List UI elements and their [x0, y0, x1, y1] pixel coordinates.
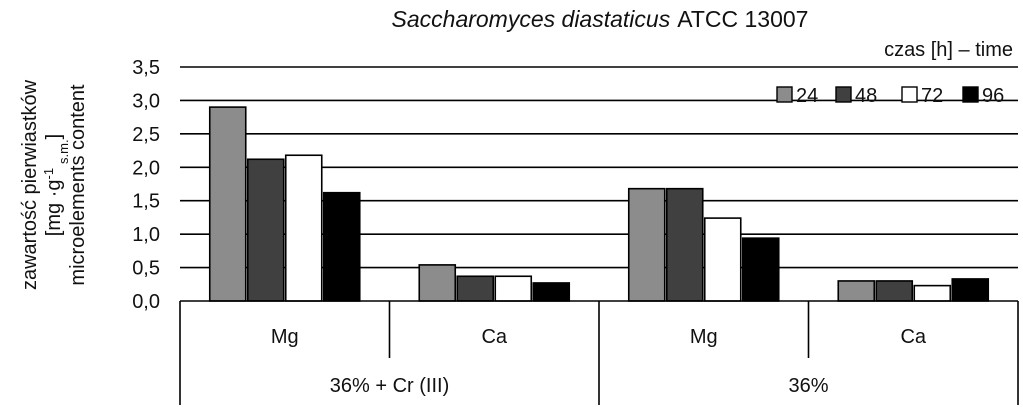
- x-tick-label: Ca: [900, 326, 926, 348]
- legend-swatch: [835, 86, 852, 103]
- bar: [418, 264, 457, 302]
- legend-label: 24: [796, 85, 818, 107]
- y-axis-unit-exp: -1: [41, 168, 56, 180]
- legend-swatch: [962, 86, 979, 103]
- bars: [208, 106, 990, 302]
- y-tick-label: 0,0: [132, 291, 160, 313]
- y-tick-label: 2,0: [132, 157, 160, 179]
- y-axis-unit-main: [mg ·g: [43, 180, 65, 237]
- y-tick-label: 1,0: [132, 224, 160, 246]
- bar: [741, 237, 780, 302]
- x-tick-label: Mg: [690, 326, 718, 348]
- bar: [208, 106, 247, 302]
- y-tick-label: 3,0: [132, 90, 160, 112]
- legend-label: 96: [982, 85, 1004, 107]
- bar: [532, 282, 571, 302]
- y-axis-label: zawartość pierwiastków [mg ·g-1s.m.] mic…: [19, 79, 89, 290]
- chart-title: Saccharomyces diastaticus ATCC 13007: [392, 6, 809, 32]
- legend-label: 72: [921, 85, 943, 107]
- bar: [494, 275, 533, 302]
- bar: [665, 187, 704, 302]
- bar: [951, 278, 990, 302]
- bar: [913, 284, 952, 302]
- bar: [875, 280, 914, 302]
- y-axis-label-line2: [mg ·g-1s.m.]: [41, 134, 71, 236]
- bar: [837, 280, 876, 302]
- bar: [703, 217, 742, 302]
- chart-title-strain: ATCC 13007: [677, 6, 808, 32]
- bar: [284, 154, 323, 302]
- axes: 0,0 0,5 1,0 1,5 2,0 2,5 3,0 3,5 Mg Ca Mg Ca 36% + Cr…: [132, 57, 1019, 405]
- legend-label: 48: [855, 85, 877, 107]
- bar: [456, 275, 495, 302]
- x-group-label: 36%: [788, 375, 828, 397]
- y-axis-label-line1: zawartość pierwiastków: [19, 79, 41, 290]
- y-axis-label-line3: microelements content: [67, 84, 89, 286]
- y-tick-label: 1,5: [132, 191, 160, 213]
- y-axis-unit-close: ]: [43, 134, 65, 140]
- chart-title-species: Saccharomyces diastaticus: [392, 6, 671, 32]
- x-group-label: 36% + Cr (III): [330, 375, 449, 397]
- legend-items: 24 48 72 96: [776, 85, 1004, 107]
- legend-swatch: [901, 86, 918, 103]
- x-tick-label: Ca: [481, 326, 507, 348]
- y-axis-unit-sub: s.m.: [56, 139, 71, 164]
- y-tick-label: 3,5: [132, 57, 160, 79]
- bar: [246, 158, 285, 302]
- x-tick-label: Mg: [271, 326, 299, 348]
- bar: [322, 191, 361, 302]
- y-tick-label: 0,5: [132, 258, 160, 280]
- legend-swatch: [776, 86, 793, 103]
- y-tick-label: 2,5: [132, 124, 160, 146]
- bar: [627, 187, 666, 302]
- legend: czas [h] – time 24 48 72 96: [776, 39, 1013, 107]
- legend-title: czas [h] – time: [884, 39, 1013, 61]
